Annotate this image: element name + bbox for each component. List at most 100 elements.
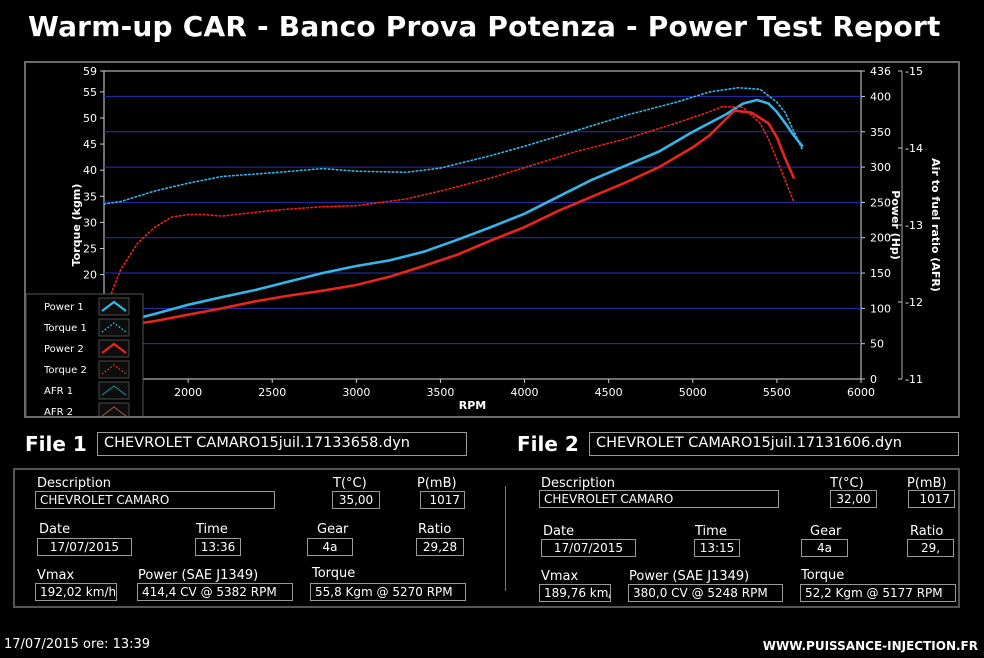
power-tick-label: 0 [870,373,877,386]
chart-legend [25,293,144,425]
file-1-gear-label: Gear [317,522,349,537]
file-2-torque-label: Torque [801,568,845,583]
x-tick-label: 4500 [595,386,623,399]
footer-timestamp: 17/07/2015 ore: 13:39 [4,637,151,652]
file-2-pressure-field: 1017 [908,490,955,508]
torque-tick-label: 50 [83,112,97,125]
file-2-date-field: 17/07/2015 [541,539,636,557]
afr-axis-label: Air to fuel ratio (AFR) [929,158,942,292]
power-tick-label: 150 [870,267,891,280]
plot-area [103,70,862,380]
torque-tick-label: 40 [83,164,97,177]
power-tick-label: 50 [870,338,884,351]
power-tick-label: 250 [870,196,891,209]
file-2-description-field: CHEVROLET CAMARO [539,490,779,508]
file-1-description-label: Description [37,476,112,491]
file-1-gear-field: 4a [307,538,353,556]
legend-label: AFR 1 [44,386,73,397]
torque-tick-label: 25 [83,242,97,255]
file-1-ratio-field: 29,28 [416,538,464,556]
afr-tick-label: -13 [905,219,923,232]
file-1-label: File 1 [25,432,87,456]
file-1-pressure-label: P(mB) [417,476,457,491]
file-2-temp-field: 32,00 [830,490,877,508]
legend-swatch-box [98,318,130,337]
panel-divider [505,486,506,591]
legend-swatch-box [98,297,130,316]
afr-tick-label: -11 [905,373,923,386]
file-1-date-label: Date [39,522,71,537]
power-tick-label: 400 [870,90,891,103]
file-1-ratio-label: Ratio [418,522,452,537]
file-1-filename: CHEVROLET CAMARO15juil.17133658.dyn [97,432,467,456]
legend-swatch-torque-2 [101,364,127,375]
power-tick-label: 300 [870,161,891,174]
file-2-torque-field: 52,2 Kgm @ 5177 RPM [800,584,956,602]
legend-swatch-power-1 [101,300,127,312]
file-2-vmax-field: 189,76 km/ [539,584,611,602]
legend-swatch-box [98,339,130,358]
dyno-chart-frame: 20 25 30 35 40 45 50 55 59 0 50 100 150 200 250 300 350 4… [24,61,960,425]
legend-label: Power 1 [44,302,84,313]
series-line-torque-1 [104,86,803,205]
legend-swatch-power-2 [101,342,127,354]
power-tick-label: 436 [870,65,891,78]
file-1-date-field: 17/07/2015 [37,538,132,556]
file-2-temp-label: T(°C) [830,476,864,491]
file-2-vmax-label: Vmax [541,569,579,584]
report-title: Warm-up CAR - Banco Prova Potenza - Powe… [28,10,941,43]
file-1-temp-label: T(°C) [333,476,367,491]
series-line-torque-2 [104,105,795,318]
x-axis-label: RPM [459,399,486,412]
torque-tick-label: 30 [83,216,97,229]
x-tick-label: 3500 [426,386,454,399]
power-tick-label: 200 [870,232,891,245]
file-2-label: File 2 [517,432,579,456]
file-2-description-label: Description [541,476,616,491]
power-tick-label: 100 [870,302,891,315]
file-2-power-label: Power (SAE J1349) [629,569,750,584]
legend-label: Torque 1 [43,323,87,334]
file-2-ratio-field: 29, [907,539,954,557]
file-1-time-field: 13:36 [195,538,241,556]
x-tick-label: 2000 [174,386,202,399]
x-tick-label: 3000 [342,386,370,399]
x-tick-label: 2500 [258,386,286,399]
power-axis-label: Power (Hp) [889,190,902,260]
file-2-filename: CHEVROLET CAMARO15juil.17131606.dyn [589,432,959,456]
x-tick-label: 6000 [847,386,875,399]
file-2-date-label: Date [543,524,575,539]
torque-tick-label: 35 [83,190,97,203]
x-tick-label: 5500 [763,386,791,399]
legend-swatch-afr-2 [101,406,127,417]
torque-tick-label: 45 [83,138,97,151]
file-2-gear-field: 4a [801,539,848,557]
file-1-power-label: Power (SAE J1349) [138,568,259,583]
file-1-torque-label: Torque [312,566,356,581]
legend-label: Power 2 [44,344,84,355]
power-tick-label: 350 [870,126,891,139]
file-1-time-label: Time [196,522,228,537]
legend-swatch-box [98,381,130,400]
file-1-temp-field: 35,00 [332,491,380,509]
series-line-power-2 [119,109,795,328]
file-1-power-field: 414,4 CV @ 5382 RPM [137,583,293,601]
afr-tick-label: -14 [905,142,923,155]
legend-swatch-box [98,402,130,421]
dyno-chart: 20 25 30 35 40 45 50 55 59 0 50 100 150 200 250 300 350 4… [25,65,942,425]
torque-tick-label: 59 [83,65,97,78]
legend-label: Torque 2 [43,365,87,376]
file-2-ratio-label: Ratio [910,524,944,539]
footer-website: WWW.PUISSANCE-INJECTION.FR [762,639,978,653]
afr-tick-label: -12 [905,296,923,309]
file-1-pressure-field: 1017 [420,491,465,509]
file-1-description-field: CHEVROLET CAMARO [35,491,275,509]
torque-axis-label: Torque (kgm) [70,184,83,267]
legend-swatch-box [98,360,130,379]
torque-tick-label: 20 [83,269,97,282]
file-2-power-field: 380,0 CV @ 5248 RPM [628,584,783,602]
file-1-torque-field: 55,8 Kgm @ 5270 RPM [310,583,466,601]
series-line-power-1 [119,98,804,324]
legend-label: AFR 2 [44,407,73,416]
file-2-time-label: Time [695,524,727,539]
